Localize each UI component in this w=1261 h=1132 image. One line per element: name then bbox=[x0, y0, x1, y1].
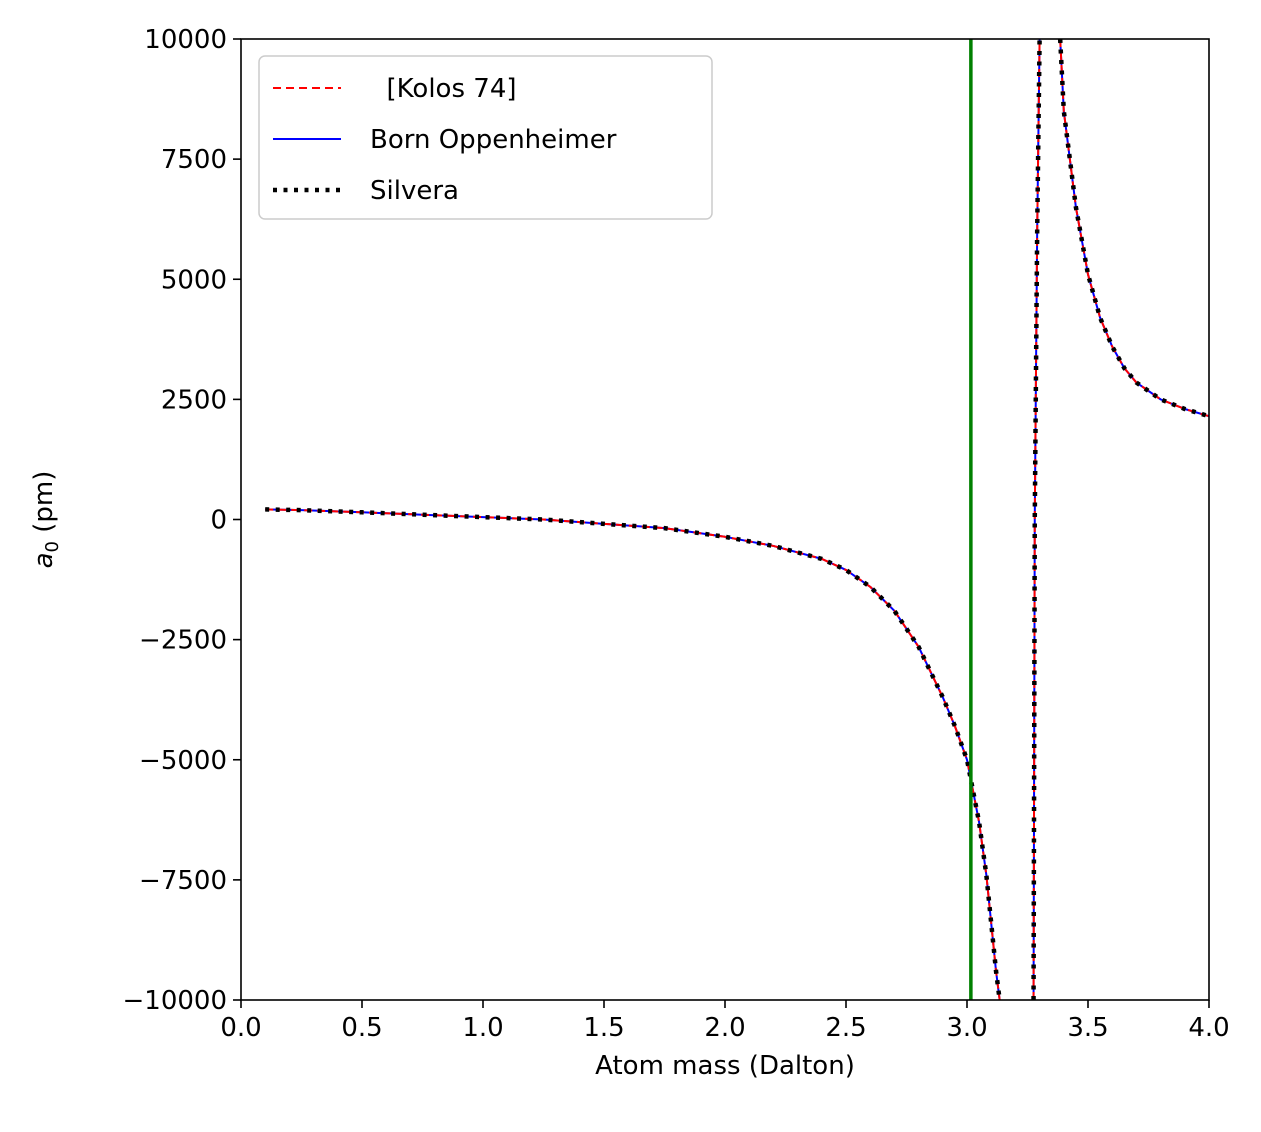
x-tick-label: 3.5 bbox=[1067, 1013, 1108, 1043]
x-axis-title: Atom mass (Dalton) bbox=[595, 1051, 855, 1081]
legend-label: Born Oppenheimer bbox=[370, 125, 617, 155]
x-tick-label: 2.0 bbox=[704, 1013, 745, 1043]
y-axis-title-subscript: 0 bbox=[42, 541, 63, 552]
y-axis: −10000 −7500 −5000 −2500 0 2500 5000 7500 10000 bbox=[123, 25, 241, 1016]
x-tick-label: 4.0 bbox=[1188, 1013, 1229, 1043]
x-tick-label: 3.0 bbox=[946, 1013, 987, 1043]
series-line-dotted-branch-3 bbox=[1057, 39, 1209, 419]
y-tick-label: 5000 bbox=[161, 265, 227, 295]
x-tick-label: 2.5 bbox=[825, 1013, 866, 1043]
legend: [Kolos 74] Born Oppenheimer Silvera bbox=[258, 55, 713, 220]
x-tick-label: 1.5 bbox=[583, 1013, 624, 1043]
y-tick-label: 10000 bbox=[144, 25, 227, 55]
y-tick-label: −7500 bbox=[139, 866, 227, 896]
x-axis: 0.0 0.5 1.0 1.5 2.0 2.5 3.0 3.5 4.0 bbox=[220, 1000, 1230, 1043]
legend-box bbox=[258, 55, 713, 220]
y-tick-label: −5000 bbox=[139, 746, 227, 776]
series-line-dashed-branch-1 bbox=[265, 508, 1001, 1000]
y-tick-label: 2500 bbox=[161, 385, 227, 415]
plot-series bbox=[265, 39, 1209, 1000]
y-tick-label: 0 bbox=[210, 506, 227, 536]
y-axis-title: a0 (pm) bbox=[29, 471, 63, 569]
series-line-dotted-branch-2 bbox=[1031, 39, 1042, 1000]
y-axis-title-unit: (pm) bbox=[29, 471, 59, 541]
y-tick-label: −2500 bbox=[139, 626, 227, 656]
x-tick-label: 0.0 bbox=[220, 1013, 261, 1043]
x-tick-label: 1.0 bbox=[462, 1013, 503, 1043]
legend-items: [Kolos 74] Born Oppenheimer Silvera bbox=[273, 74, 617, 206]
legend-label: Silvera bbox=[370, 176, 459, 206]
y-tick-label: −10000 bbox=[123, 986, 228, 1016]
legend-label: [Kolos 74] bbox=[370, 74, 517, 104]
y-axis-title-symbol: a bbox=[29, 552, 59, 568]
y-tick-label: 7500 bbox=[161, 145, 227, 175]
x-tick-label: 0.5 bbox=[341, 1013, 382, 1043]
